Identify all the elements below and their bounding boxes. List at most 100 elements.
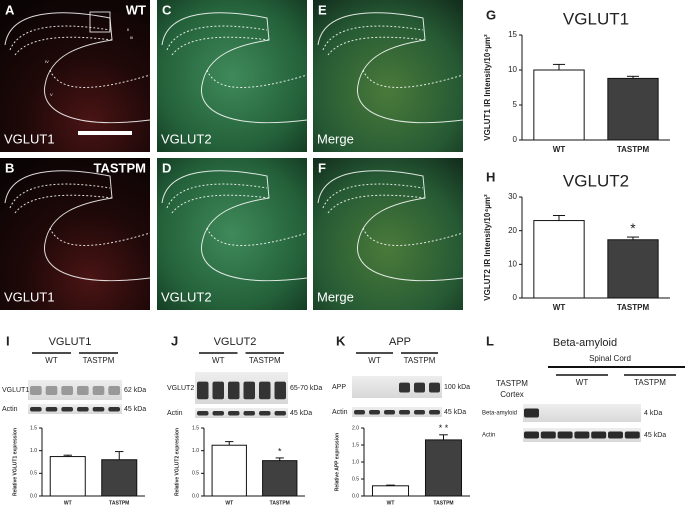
band-size: 65-70 kDa	[290, 385, 322, 392]
group-label: TASTPM	[83, 356, 115, 365]
band-size: 45 kDa	[124, 406, 146, 413]
band	[608, 431, 623, 439]
image-label: VGLUT1	[4, 289, 55, 304]
band	[414, 382, 425, 393]
band-size: 45 kDa	[290, 410, 312, 417]
panel-letter: D	[162, 160, 171, 175]
image-label: VGLUT2	[161, 289, 212, 304]
image-label: VGLUT2	[161, 131, 212, 146]
band	[354, 410, 365, 415]
blot-title: VGLUT1	[49, 336, 92, 348]
band	[212, 411, 224, 416]
y-tick-label: 15	[508, 30, 517, 39]
band	[228, 411, 240, 416]
micrograph	[313, 0, 463, 152]
band-label: Actin	[167, 410, 183, 417]
x-tick-label: TASTPM	[433, 500, 453, 506]
band	[61, 407, 73, 412]
band	[77, 407, 89, 412]
band-label: Beta-amyloid	[482, 411, 517, 417]
bar	[49, 456, 86, 497]
outline	[4, 170, 151, 282]
band	[108, 407, 120, 412]
blot-title: Beta-amyloid	[553, 337, 617, 349]
blot-title: VGLUT2	[214, 336, 257, 348]
band-size: 45 kDa	[644, 432, 666, 439]
layer-label: V	[50, 92, 53, 97]
band	[540, 431, 556, 439]
micrograph	[313, 158, 463, 310]
band	[228, 381, 240, 400]
x-tick-label: WT	[225, 500, 233, 506]
micrograph	[157, 0, 307, 152]
panel-letter: F	[318, 160, 326, 175]
band	[259, 411, 271, 416]
panel-letter: B	[5, 160, 14, 175]
y-tick-label: 1.0	[192, 448, 199, 454]
outline	[161, 12, 308, 124]
y-tick-label: 20	[508, 226, 517, 235]
bar	[101, 459, 138, 497]
y-tick-label: 1.0	[30, 448, 37, 454]
chart-title: VGLUT1	[563, 9, 629, 28]
image-tag: WT	[126, 2, 146, 17]
band-label: Actin	[482, 433, 495, 439]
y-tick-label: 0.5	[30, 471, 37, 477]
y-tick-label: 0	[513, 135, 518, 144]
outline	[166, 183, 268, 209]
blot-strip	[28, 404, 122, 414]
panel-letter: H	[486, 169, 495, 184]
band-size: 62 kDa	[124, 387, 146, 394]
panel-letter: E	[318, 2, 327, 17]
band	[384, 410, 395, 415]
band-size: 4 kDa	[644, 410, 662, 417]
y-axis-label: Relative APP expression	[334, 433, 340, 491]
band	[212, 381, 224, 400]
panel-letter: C	[162, 2, 172, 17]
outline	[4, 12, 151, 124]
group-label: WT	[368, 356, 381, 365]
outline	[317, 12, 464, 124]
micrograph	[0, 158, 150, 310]
y-tick-label: 5	[513, 100, 518, 109]
panel-letter: J	[171, 333, 178, 348]
bar	[424, 439, 463, 497]
band	[624, 431, 640, 439]
outline	[317, 170, 464, 282]
y-tick-label: 0	[513, 293, 518, 302]
micrograph	[0, 0, 150, 152]
band	[274, 411, 286, 416]
band	[369, 410, 380, 415]
band	[197, 411, 209, 416]
significance: * *	[439, 423, 449, 433]
x-tick-label: TASTPM	[617, 145, 650, 154]
outline	[327, 194, 426, 214]
y-tick-label: 0.5	[192, 471, 199, 477]
blot-strip	[352, 407, 442, 417]
band	[574, 431, 590, 439]
lane-label: TASTPM Cortex	[496, 379, 528, 399]
x-tick-label: TASTPM	[617, 303, 650, 312]
panel-letter: L	[486, 333, 494, 348]
layer-label: IV	[45, 59, 49, 64]
y-tick-label: 1.0	[352, 459, 359, 465]
blot-title: APP	[389, 336, 411, 348]
bar	[262, 460, 298, 497]
band	[92, 386, 105, 395]
x-tick-label: WT	[553, 303, 566, 312]
x-tick-label: TASTPM	[270, 500, 290, 506]
blot-strip	[195, 408, 288, 418]
y-tick-label: 1.5	[30, 425, 37, 431]
band	[429, 382, 440, 393]
significance: *	[278, 446, 282, 456]
band	[92, 407, 105, 412]
panel-letter: A	[5, 2, 15, 17]
outline	[166, 25, 268, 51]
band	[197, 381, 209, 400]
blot-strip	[28, 380, 122, 400]
y-axis-label: VGLUT1 IR Intensity/10⁴µm²	[483, 34, 492, 141]
x-tick-label: WT	[553, 145, 566, 154]
blot-header: Spinal Cord	[589, 354, 631, 363]
band-label: VGLUT1	[2, 387, 29, 394]
